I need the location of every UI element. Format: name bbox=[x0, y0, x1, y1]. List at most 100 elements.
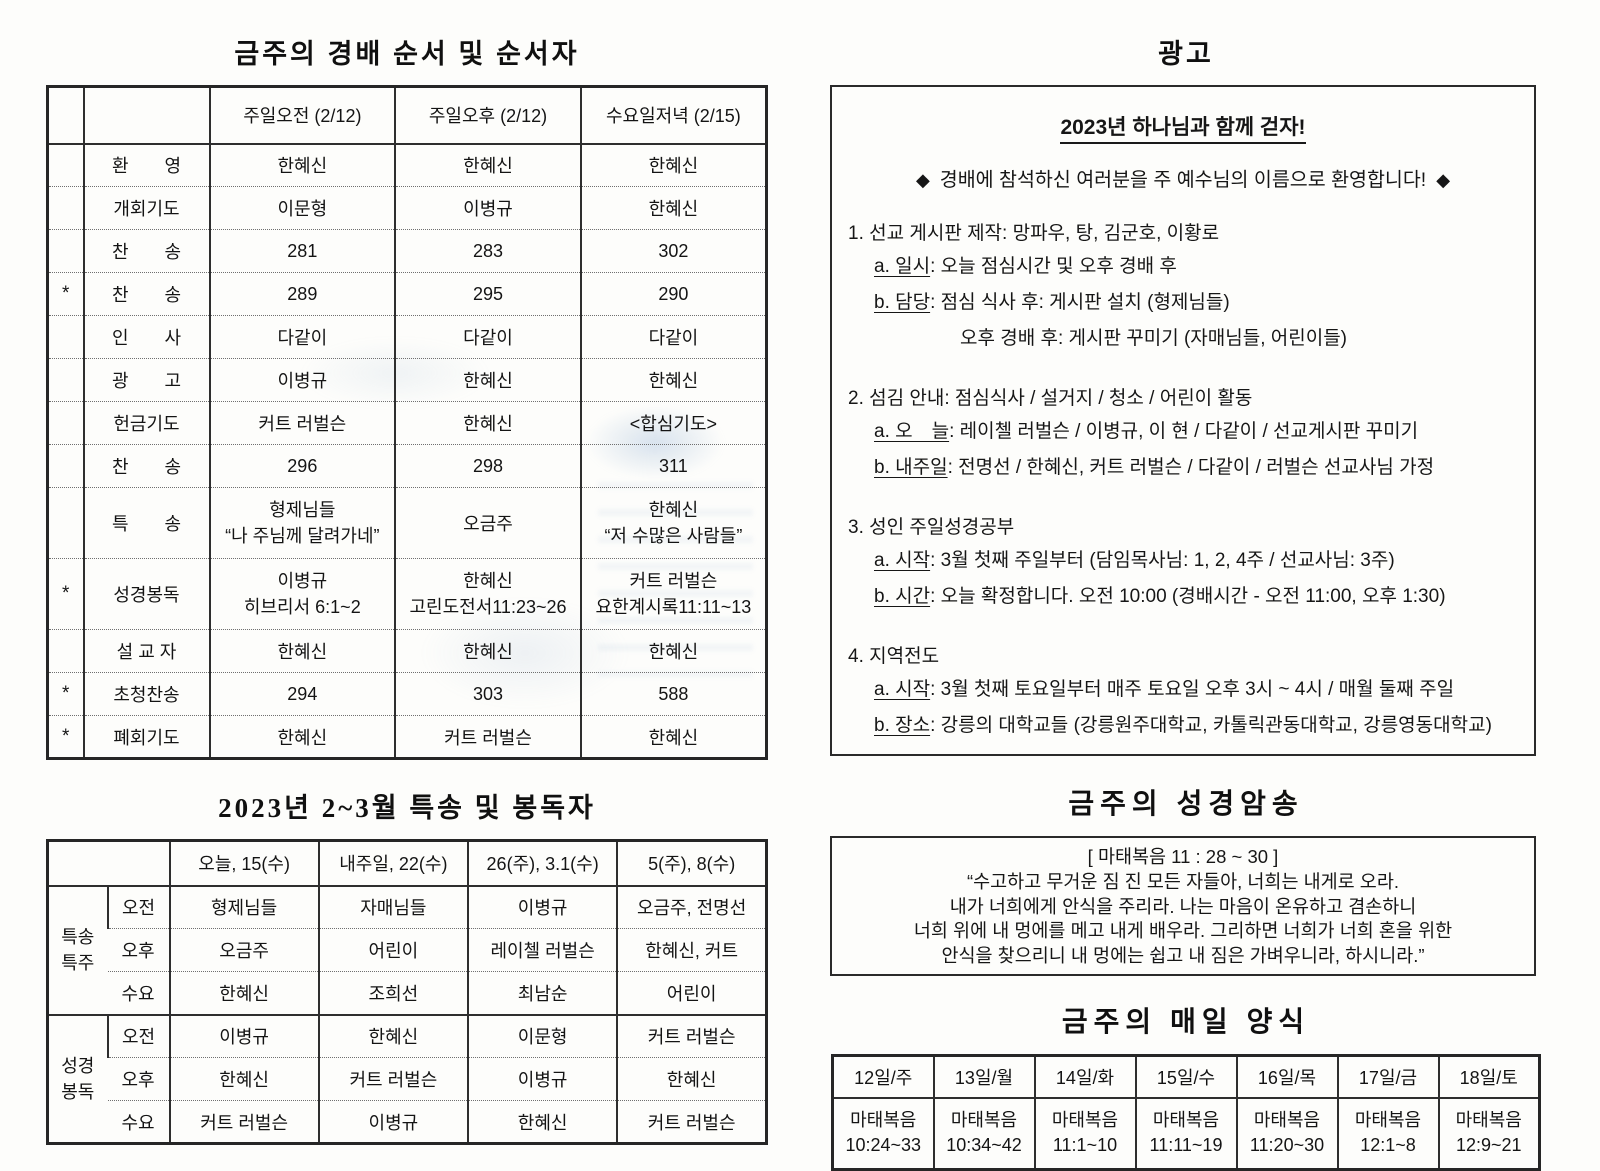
table-header-row: 주일오전 (2/12) 주일오후 (2/12) 수요일저녁 (2/15) bbox=[47, 86, 767, 145]
table-cell: 이문형 bbox=[208, 186, 396, 230]
column-header: 내주일, 22(수) bbox=[317, 840, 468, 887]
table-cell: 다같이 bbox=[208, 315, 396, 359]
table-cell: 303 bbox=[394, 672, 581, 716]
table-row: 개회기도 이문형 이병규 한혜신 bbox=[47, 186, 767, 230]
announcement-line: a. 오 늘: 레이첼 러벌슨 / 이병규, 이 현 / 다같이 / 선교게시판… bbox=[874, 414, 1518, 450]
table-cell: 한혜신 bbox=[616, 1057, 767, 1101]
announcement-text: : 오늘 확정합니다. 오전 10:00 (경배시간 - 오전 11:00, 오… bbox=[930, 586, 1446, 607]
table-cell: 한혜신 bbox=[579, 186, 767, 230]
cell-line: 마태복음 bbox=[1253, 1110, 1321, 1131]
announcement-label: a. 오 늘 bbox=[874, 421, 950, 442]
announcement-line: b. 장소: 강릉의 대학교들 (강릉원주대학교, 카톨릭관동대학교, 강릉영동… bbox=[874, 708, 1518, 744]
table-cell: 마태복음 11:1~10 bbox=[1033, 1097, 1136, 1170]
table-cell: 한혜신, 커트 bbox=[616, 928, 767, 972]
row-label: 찬 송 bbox=[82, 444, 210, 488]
table-row: * 성경봉독 이병규 히브리서 6:1~2 한혜신 고린도전서11:23~26 커트 러벌슨… bbox=[47, 558, 767, 630]
star-cell: * bbox=[47, 558, 84, 630]
table-cell: 다같이 bbox=[394, 315, 581, 359]
announcement-line: 오후 경배 후: 게시판 꾸미기 (자매님들, 어린이들) bbox=[960, 321, 1518, 357]
sub-label: 수요 bbox=[107, 971, 170, 1015]
cell-line: 11:11~19 bbox=[1149, 1135, 1223, 1156]
memory-verse-box: [ 마태복음 11 : 28 ~ 30 ] “수고하고 무거운 짐 진 모든 자… bbox=[830, 836, 1536, 976]
announcement-label: b. 담당 bbox=[874, 292, 931, 313]
table-cell: 281 bbox=[208, 229, 396, 273]
table-cell: 커트 러벌슨 bbox=[208, 401, 396, 445]
table-cell: 한혜신 bbox=[208, 143, 396, 187]
column-header: 26(주), 3.1(수) bbox=[466, 840, 618, 887]
star-cell bbox=[47, 229, 84, 273]
right-column: 광고 2023년 하나님과 함께 걷자! ◆ 경배에 참석하신 여러분을 주 예수… bbox=[830, 26, 1542, 1171]
table-cell: 한혜신 bbox=[168, 1057, 319, 1101]
cell-line: 히브리서 6:1~2 bbox=[243, 597, 361, 617]
column-header: 17일/금 bbox=[1336, 1055, 1439, 1099]
announcement-item-title: 3. 성인 주일성경공부 bbox=[848, 517, 1015, 538]
cell-line: 마태복음 bbox=[950, 1110, 1018, 1131]
table-cell: 조희선 bbox=[317, 971, 468, 1015]
announcement-line: a. 시작: 3월 첫째 토요일부터 매주 토요일 오후 3시 ~ 4시 / 매… bbox=[874, 672, 1518, 708]
announcement-label: b. 장소 bbox=[874, 715, 931, 736]
cell-line: 11:1~10 bbox=[1052, 1135, 1118, 1156]
cell-line: 12:1~8 bbox=[1360, 1135, 1416, 1156]
row-label: 특 송 bbox=[82, 487, 210, 559]
table-cell: 이병규 bbox=[168, 1013, 319, 1058]
sub-label: 오후 bbox=[107, 928, 170, 972]
announcement-text: : 3월 첫째 토요일부터 매주 토요일 오후 3시 ~ 4시 / 매월 둘째 … bbox=[930, 679, 1455, 700]
cell-line: 12:9~21 bbox=[1455, 1135, 1522, 1156]
table-cell: 마태복음 11:11~19 bbox=[1134, 1097, 1237, 1170]
row-label: 성경봉독 bbox=[82, 558, 210, 630]
announcement-item-title: 1. 선교 게시판 제작: 망파우, 탕, 김군호, 이황로 bbox=[848, 223, 1220, 244]
table-cell: 오금주 bbox=[394, 487, 581, 559]
table-cell: 한혜신 bbox=[394, 143, 581, 187]
table-cell: 마태복음 10:24~33 bbox=[833, 1098, 934, 1170]
memory-verse-text: “수고하고 무거운 짐 진 모든 자들아, 너희는 내게로 오라. 내가 너희에게… bbox=[840, 870, 1526, 968]
announcement-line: b. 시간: 오늘 확정합니다. 오전 10:00 (경배시간 - 오전 11:… bbox=[874, 579, 1518, 615]
sub-label: 오전 bbox=[106, 885, 170, 929]
column-header: 16일/목 bbox=[1235, 1055, 1338, 1099]
table-row: 특 송 형제님들 “나 주님께 달려가네” 오금주 한혜신 “저 수많은 사람들” bbox=[47, 487, 767, 559]
table-cell: 298 bbox=[394, 444, 581, 488]
star-cell bbox=[47, 487, 84, 559]
row-label: 인 사 bbox=[82, 315, 210, 359]
table-cell: 한혜신 bbox=[208, 715, 396, 759]
table-header-row: 오늘, 15(수) 내주일, 22(수) 26(주), 3.1(수) 5(주), 8(… bbox=[47, 840, 767, 887]
table-cell: 한혜신 bbox=[579, 715, 767, 759]
table-row: 마태복음 10:24~33 마태복음 10:34~42 마태복음 11:1~10 마태복음 1… bbox=[833, 1097, 1540, 1170]
announcement-item-title: 2. 섬김 안내: 점심식사 / 설거지 / 청소 / 어린이 활동 bbox=[848, 388, 1253, 409]
table-header-row: 12일/주 13일/월 14일/화 15일/수 16일/목 17일/금 18일/토 bbox=[832, 1055, 1540, 1099]
column-header: 18일/토 bbox=[1437, 1055, 1540, 1099]
table-row: 환 영 한혜신 한혜신 한혜신 bbox=[48, 143, 767, 187]
table-cell: 한혜신 bbox=[317, 1013, 468, 1058]
header-blank bbox=[47, 840, 170, 887]
table-cell: 형제님들 bbox=[168, 885, 319, 929]
table-cell: 302 bbox=[579, 229, 767, 273]
cell-line: “저 수많은 사람들” bbox=[604, 526, 743, 546]
announcements-title: 광고 bbox=[1158, 39, 1214, 69]
table-cell: 이병규 bbox=[394, 186, 581, 230]
row-label: 광 고 bbox=[82, 358, 210, 402]
table-cell: 커트 러벌슨 bbox=[616, 1013, 767, 1058]
row-label: 찬 송 bbox=[82, 272, 210, 316]
table-cell: 형제님들 “나 주님께 달려가네” bbox=[208, 487, 396, 559]
table-row: * 폐회기도 한혜신 커트 러벌슨 한혜신 bbox=[47, 715, 767, 759]
announcement-label: a. 시작 bbox=[874, 550, 931, 571]
row-label: 폐회기도 bbox=[82, 715, 210, 759]
table-cell: 한혜신 bbox=[168, 971, 319, 1015]
cell-line: 마태복음 bbox=[1354, 1110, 1422, 1131]
table-cell: 마태복음 12:9~21 bbox=[1437, 1097, 1540, 1170]
table-cell: 이병규 bbox=[466, 1057, 618, 1101]
cell-line: 요한계시록11:11~13 bbox=[595, 597, 752, 617]
cell-line: 10:24~33 bbox=[845, 1135, 922, 1156]
row-label: 초청찬송 bbox=[82, 672, 210, 716]
left-column: 금주의 경배 순서 및 순서자 주일오전 (2/12) 주일오후 (2/12) 수요… bbox=[42, 26, 772, 1171]
announcement-label: b. 내주일 bbox=[874, 457, 948, 478]
banner-title: 2023년 하나님과 함께 걷자! bbox=[848, 111, 1518, 144]
group-label: 특송 특주 bbox=[48, 886, 108, 1015]
announcement-line: a. 일시: 오늘 점심시간 및 오후 경배 후 bbox=[874, 249, 1518, 285]
announcement-text: 오후 경배 후: 게시판 꾸미기 (자매님들, 어린이들) bbox=[960, 328, 1348, 349]
worship-order-table: 주일오전 (2/12) 주일오후 (2/12) 수요일저녁 (2/15) 환 영 한혜… bbox=[46, 85, 768, 760]
announcement-text: : 3월 첫째 주일부터 (담임목사님: 1, 2, 4주 / 선교사님: 3주… bbox=[930, 550, 1395, 571]
cell-line: 마태복음 bbox=[1051, 1110, 1119, 1131]
worship-order-title: 금주의 경배 순서 및 순서자 bbox=[234, 39, 580, 69]
announcement-text: : 점심 식사 후: 게시판 설치 (형제님들) bbox=[930, 292, 1230, 313]
table-row: 수요 한혜신 조희선 최남순 어린이 bbox=[48, 971, 767, 1015]
